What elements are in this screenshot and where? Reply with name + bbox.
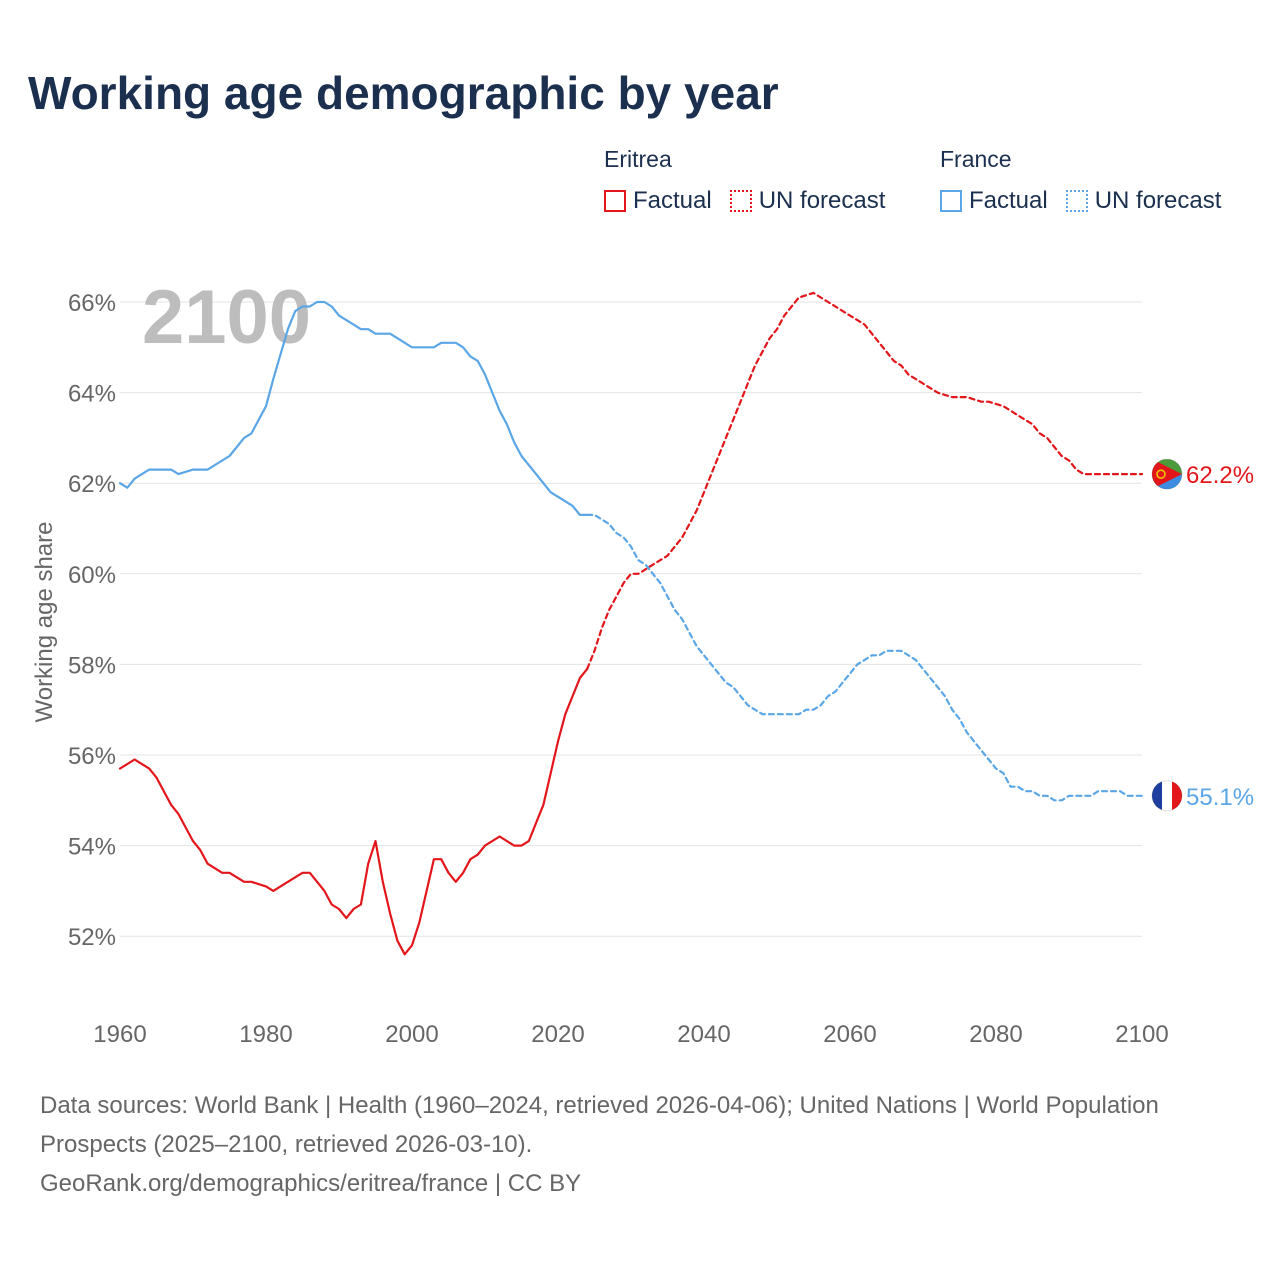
end-value-label: 55.1%: [1186, 784, 1254, 811]
legend-swatch-dotted: [729, 190, 752, 212]
x-tick-label: 2020: [531, 1021, 584, 1048]
end-markers: 62.2% 55.1%: [1151, 458, 1254, 812]
y-tick-label: 52%: [68, 924, 116, 951]
series-line-france-forecast[interactable]: [586, 513, 1144, 802]
y-tick-label: 64%: [68, 381, 116, 408]
legend-item-label: UN forecast: [1094, 187, 1222, 214]
x-tick-label: 2060: [823, 1021, 876, 1048]
legend-group-label: France: [940, 146, 1012, 172]
x-tick-label: 2100: [1115, 1021, 1168, 1048]
legend-item-eritrea-factual[interactable]: Factual: [604, 187, 712, 215]
line-chart: 52% 54% 56% 58% 60% 62% 64% 66% 1960 1980 2000 2020…: [31, 275, 1254, 1048]
legend-item-france-factual[interactable]: Factual: [940, 187, 1048, 215]
y-tick-label: 56%: [68, 743, 116, 770]
legend-item-eritrea-forecast[interactable]: UN forecast: [729, 187, 886, 215]
legend-item-label: UN forecast: [758, 187, 886, 214]
series: [118, 291, 1144, 956]
legend-group-france: France Factual UN forecast: [940, 146, 1221, 215]
source-line: Data sources: World Bank | Health (1960–…: [40, 1092, 1159, 1158]
year-watermark: 2100: [142, 275, 311, 360]
source-note: Data sources: World Bank | Health (1960–…: [40, 1086, 1220, 1203]
series-line-eritrea-factual[interactable]: [118, 667, 589, 956]
end-value-label: 62.2%: [1186, 462, 1254, 489]
x-tick-label: 2040: [677, 1021, 730, 1048]
legend-item-france-forecast[interactable]: UN forecast: [1065, 187, 1222, 215]
y-tick-label: 58%: [68, 652, 116, 679]
x-tick-label: 2080: [969, 1021, 1022, 1048]
y-tick-label: 66%: [68, 290, 116, 317]
y-tick-label: 60%: [68, 562, 116, 589]
legend-group-label: Eritrea: [604, 146, 672, 172]
legend-item-label: Factual: [633, 187, 712, 214]
legend-item-label: Factual: [969, 187, 1048, 214]
series-line-eritrea-forecast[interactable]: [586, 291, 1144, 670]
chart-title: Working age demographic by year: [28, 67, 779, 119]
source-url-line: GeoRank.org/demographics/eritrea/france …: [40, 1170, 582, 1197]
x-tick-label: 1980: [239, 1021, 292, 1048]
legend-swatch-dotted: [1065, 190, 1088, 212]
series-line-france-factual[interactable]: [118, 300, 589, 516]
y-axis-label: Working age share: [31, 522, 58, 723]
legend-group-eritrea: Eritrea Factual UN forecast: [604, 146, 885, 215]
legend-swatch-solid: [940, 190, 962, 212]
legend-swatch-solid: [604, 190, 626, 212]
y-tick-label: 54%: [68, 834, 116, 861]
y-tick-label: 62%: [68, 471, 116, 498]
x-tick-label: 2000: [385, 1021, 438, 1048]
grid: 52% 54% 56% 58% 60% 62% 64% 66% 1960 1980 2000 2020…: [68, 290, 1169, 1048]
end-marker-france: 55.1%: [1151, 780, 1254, 812]
x-tick-label: 1960: [93, 1021, 146, 1048]
eritrea-flag-icon: [1152, 459, 1182, 490]
france-flag-icon: [1152, 780, 1182, 811]
end-marker-eritrea: 62.2%: [1151, 458, 1254, 490]
